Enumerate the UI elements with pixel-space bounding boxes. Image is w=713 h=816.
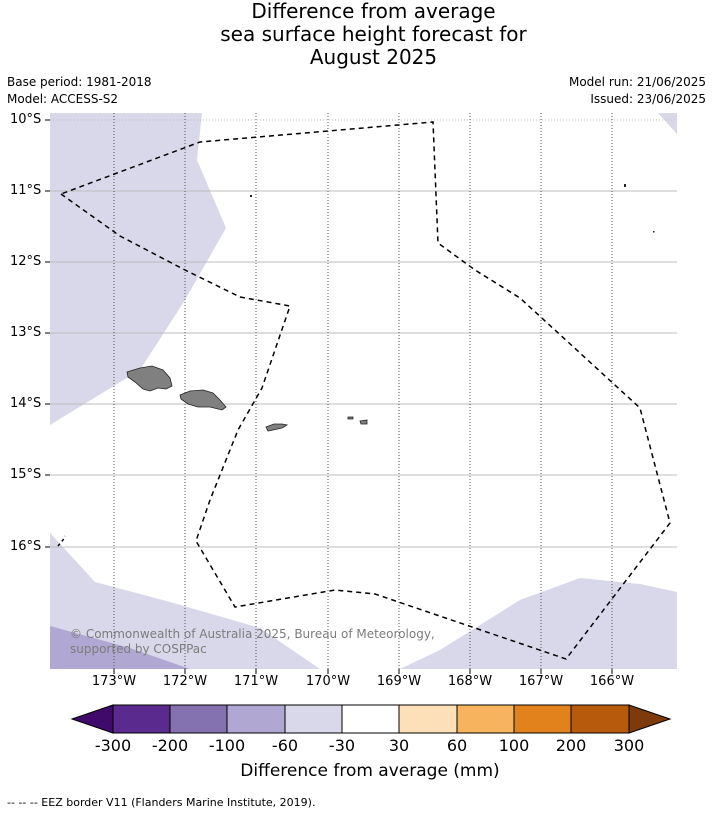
colorbar-tick-label: -30 <box>328 736 356 755</box>
colorbar-tick-label: 300 <box>613 736 645 755</box>
model-name: Model: ACCESS-S2 <box>7 92 119 106</box>
lat-label-12s: 12°S <box>10 254 42 269</box>
colorbar-bin-7 <box>456 704 515 734</box>
eez-border-samoa <box>60 121 671 660</box>
eez-border-fragment <box>57 535 66 547</box>
lon-label-166w: 166°W <box>589 674 635 689</box>
map-plot-area <box>50 113 677 669</box>
lon-label-170w: 170°W <box>305 674 351 689</box>
lon-label-169w: 169°W <box>376 674 422 689</box>
colorbar-bin-9 <box>570 704 630 734</box>
colorbar-tick-label: -200 <box>151 736 189 755</box>
colorbar-bin-6 <box>398 704 458 734</box>
model-run: Model run: 21/06/2025 <box>568 75 706 89</box>
copyright-notice: © Commonwealth of Australia 2025, Bureau… <box>70 627 435 656</box>
anomaly-region-southwest <box>50 533 320 669</box>
island-small-3 <box>653 231 655 233</box>
colorbar <box>70 704 672 734</box>
colorbar-tick-label: -300 <box>94 736 132 755</box>
lat-label-14s: 14°S <box>10 396 42 411</box>
title-line-2: sea surface height forecast for <box>220 22 527 46</box>
lon-ticks <box>113 669 613 674</box>
base-period: Base period: 1981-2018 <box>7 75 152 89</box>
map-title: Difference from average sea surface heig… <box>0 0 713 69</box>
colorbar-tick-label: 30 <box>388 736 410 755</box>
island-ofu <box>347 416 354 420</box>
anomaly-region-southeast <box>400 578 677 669</box>
colorbar-extend-high <box>628 704 672 734</box>
footer-eez-note: -- -- -- EEZ border V11 (Flanders Marine… <box>7 796 316 809</box>
island-savaii <box>126 365 173 392</box>
island-small-1 <box>250 195 252 197</box>
title-line-3: August 2025 <box>309 45 438 69</box>
lon-label-172w: 172°W <box>162 674 208 689</box>
issued-date: Issued: 23/06/2025 <box>590 92 706 106</box>
anomaly-region-southwest-strong <box>50 626 190 669</box>
lon-label-168w: 168°W <box>447 674 493 689</box>
colorbar-tick-label: 200 <box>555 736 587 755</box>
anomaly-region-northeast <box>658 113 677 134</box>
colorbar-tick-label: -60 <box>271 736 299 755</box>
colorbar-tick-label: 100 <box>498 736 530 755</box>
colorbar-bin-5 <box>341 704 400 734</box>
lon-label-173w: 173°W <box>91 674 137 689</box>
island-tau <box>359 419 368 425</box>
colorbar-extend-low <box>70 704 114 734</box>
colorbar-bin-4 <box>284 704 343 734</box>
meta-left: Base period: 1981-2018 Model: ACCESS-S2 <box>7 74 152 108</box>
lon-label-171w: 171°W <box>233 674 279 689</box>
lat-label-16s: 16°S <box>10 539 42 554</box>
colorbar-tick-label: 60 <box>446 736 468 755</box>
island-tutuila <box>265 423 289 432</box>
island-upolu <box>179 389 227 411</box>
colorbar-title: Difference from average (mm) <box>240 761 500 781</box>
meta-right: Model run: 21/06/2025 Issued: 23/06/2025 <box>569 74 706 108</box>
island-small-2 <box>624 184 626 187</box>
lon-label-167w: 167°W <box>518 674 564 689</box>
lat-label-11s: 11°S <box>10 183 42 198</box>
lat-label-10s: 10°S <box>10 112 42 127</box>
colorbar-bin-2 <box>169 704 228 734</box>
colorbar-tick-label: -100 <box>208 736 246 755</box>
title-line-1: Difference from average <box>251 0 496 23</box>
latitude-gridlines <box>50 119 677 548</box>
lat-label-15s: 15°S <box>10 467 42 482</box>
lat-ticks <box>45 119 50 548</box>
colorbar-bin-3 <box>226 704 286 734</box>
colorbar-bin-8 <box>513 704 572 734</box>
lat-label-13s: 13°S <box>10 325 42 340</box>
colorbar-bin-1 <box>112 704 171 734</box>
